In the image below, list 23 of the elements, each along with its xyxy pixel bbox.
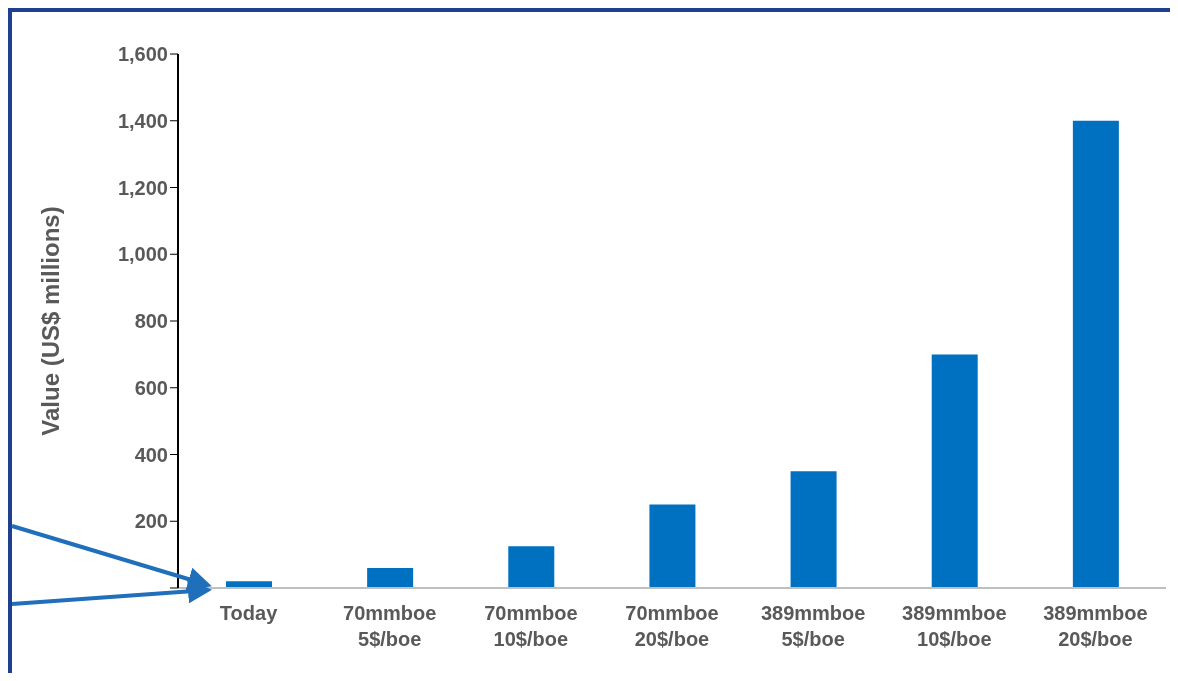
bar — [931, 354, 978, 588]
x-tick-label: 389mmboe 5$/boe — [760, 602, 866, 650]
x-tick-label: 389mmboe 20$/boe — [1043, 602, 1148, 650]
y-tick-label: 1,400 — [117, 109, 168, 132]
y-tick-label: 1,600 — [117, 43, 168, 66]
y-tick-label: 400 — [134, 443, 168, 466]
bar — [1072, 120, 1119, 588]
y-tick-label: 200 — [134, 510, 168, 533]
bar — [367, 567, 414, 588]
bar — [649, 504, 696, 588]
x-tick-label: 389mmboe 10$/boe — [902, 602, 1007, 650]
x-tick-label: 70mmboe 10$/boe — [484, 602, 578, 650]
x-tick-label: 70mmboe 20$/boe — [625, 602, 719, 650]
bar — [226, 581, 272, 588]
y-axis-title: Value (US$ millions) — [36, 206, 64, 436]
x-tick-label: 70mmboe 5$/boe — [343, 602, 437, 650]
y-tick-label: 600 — [134, 376, 168, 399]
bar — [790, 471, 837, 588]
bar — [508, 546, 555, 588]
x-tick-label: Today — [219, 602, 279, 624]
y-tick-label: 1,200 — [117, 176, 168, 199]
y-tick-label: 1,000 — [117, 243, 168, 266]
y-tick-label: 800 — [134, 310, 168, 333]
